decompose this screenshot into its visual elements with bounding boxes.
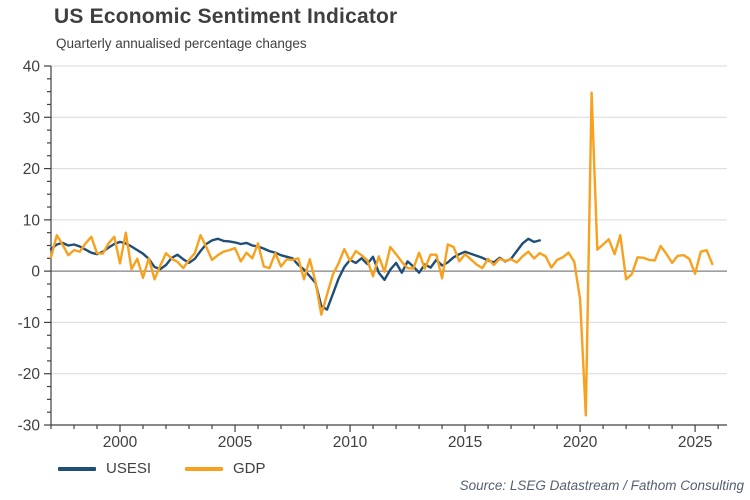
legend-item-usesi: USESI — [58, 460, 151, 477]
svg-text:2005: 2005 — [218, 434, 252, 451]
chart-subtitle: Quarterly annualised percentage changes — [56, 36, 307, 51]
svg-text:10: 10 — [23, 212, 41, 229]
svg-text:0: 0 — [31, 264, 40, 281]
svg-text:2025: 2025 — [678, 434, 712, 451]
svg-text:20: 20 — [23, 161, 41, 178]
svg-text:30: 30 — [23, 110, 41, 127]
legend: USESI GDP — [58, 460, 266, 477]
svg-text:2020: 2020 — [563, 434, 598, 451]
legend-label-gdp: GDP — [233, 460, 266, 477]
svg-text:2010: 2010 — [333, 434, 368, 451]
svg-text:-20: -20 — [18, 366, 41, 383]
svg-text:-10: -10 — [18, 315, 41, 332]
svg-text:2015: 2015 — [448, 434, 482, 451]
svg-text:2000: 2000 — [103, 434, 138, 451]
svg-text:-30: -30 — [18, 418, 41, 435]
source-credit: Source: LSEG Datastream / Fathom Consult… — [459, 478, 744, 493]
chart-title: US Economic Sentiment Indicator — [54, 5, 398, 28]
legend-item-gdp: GDP — [185, 460, 266, 477]
legend-label-usesi: USESI — [106, 460, 152, 477]
svg-text:40: 40 — [23, 59, 41, 76]
gdp-line-swatch — [185, 466, 224, 471]
usesi-line-swatch — [58, 466, 96, 471]
